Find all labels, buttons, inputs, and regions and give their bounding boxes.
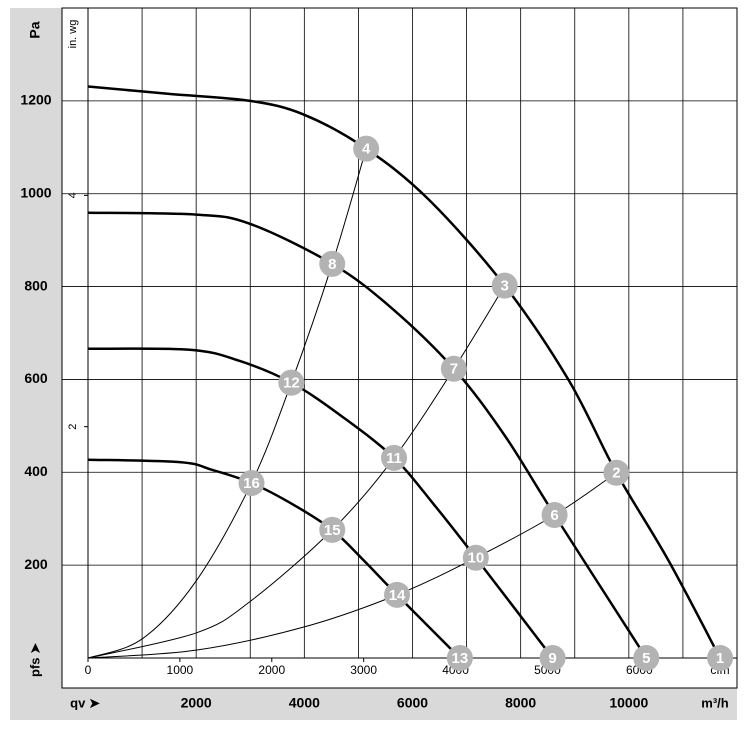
point-label: 3	[501, 278, 509, 295]
operating-point	[491, 272, 518, 299]
operating-point	[633, 645, 660, 671]
x-tick-label: 10000	[609, 695, 648, 711]
operating-point	[539, 645, 566, 671]
y-tick-label: 200	[24, 556, 48, 572]
x-tick-label: 2000	[181, 695, 212, 711]
y-tick-label: 600	[24, 370, 48, 386]
point-label: 10	[467, 550, 484, 567]
y2-tick-label: 2	[67, 424, 79, 430]
y-marker: pfs ➤	[27, 643, 42, 677]
fan-curve	[87, 85, 722, 659]
operating-point	[278, 369, 305, 396]
point-label: 16	[243, 475, 260, 492]
point-label: 9	[548, 650, 556, 667]
operating-point	[541, 502, 568, 528]
operating-point	[440, 355, 467, 382]
point-label: 12	[283, 375, 300, 392]
point-label: 5	[642, 650, 650, 667]
operating-point	[381, 444, 408, 471]
point-label: 13	[452, 650, 469, 667]
operating-point	[353, 135, 380, 162]
left-band	[10, 8, 62, 720]
point-label: 2	[612, 465, 620, 482]
y-label: Pa	[27, 21, 43, 38]
x-label: m³/h	[701, 695, 729, 710]
x-tick-label: 4000	[289, 695, 320, 711]
operating-point	[707, 645, 734, 671]
operating-point	[603, 459, 630, 486]
x2-tick-label: 3000	[350, 663, 377, 677]
point-label: 11	[386, 450, 402, 467]
y-tick-label: 400	[24, 463, 48, 479]
x2-tick-label: 1000	[167, 663, 194, 677]
point-label: 1	[716, 650, 724, 667]
y-tick-label: 1200	[20, 92, 51, 108]
y2-label: in. wg	[67, 20, 79, 49]
point-label: 4	[362, 141, 371, 158]
y-tick-label: 800	[24, 277, 48, 293]
operating-point	[319, 516, 346, 543]
operating-point	[238, 469, 265, 496]
x2-tick-label: 2000	[258, 663, 285, 677]
x-tick-label: 8000	[505, 695, 536, 711]
y-tick-label: 1000	[20, 184, 51, 200]
point-label: 15	[324, 522, 341, 539]
point-label: 14	[389, 587, 406, 604]
operating-point	[319, 250, 346, 277]
point-label: 7	[450, 361, 458, 378]
point-label: 6	[550, 507, 558, 524]
y2-tick-label: 4	[67, 192, 79, 198]
operating-point	[384, 581, 411, 608]
x-marker: qv ➤	[70, 695, 100, 710]
x2-tick-label: 0	[85, 663, 92, 677]
x-tick-label: 6000	[397, 695, 428, 711]
operating-point	[446, 645, 473, 671]
bottom-band	[10, 688, 737, 720]
operating-point	[462, 544, 489, 571]
point-label: 8	[328, 256, 336, 273]
